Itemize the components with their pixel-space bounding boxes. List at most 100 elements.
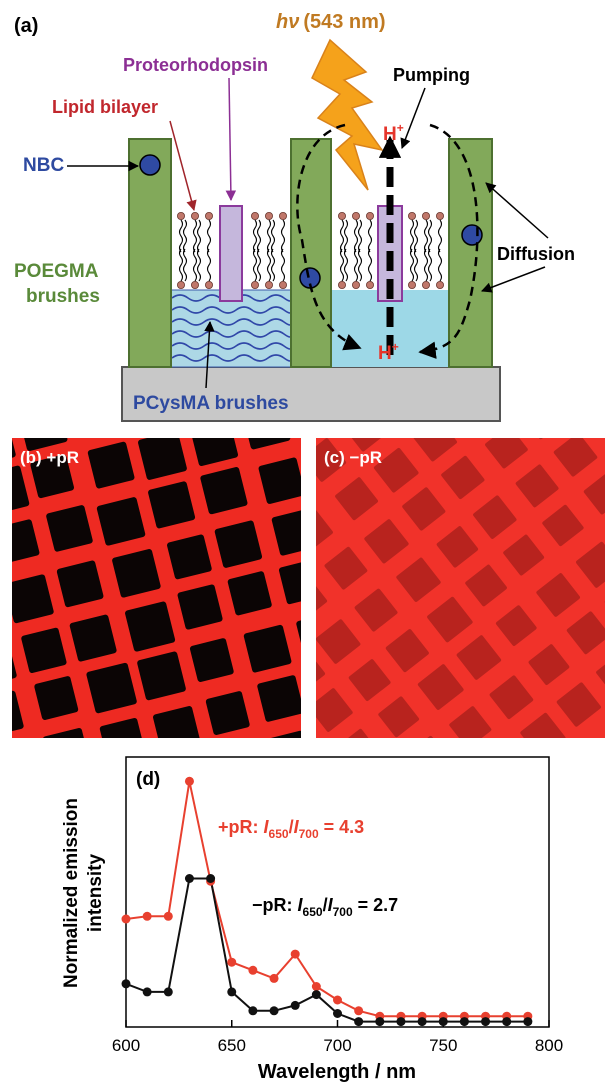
x-tick-label: 650 bbox=[218, 1036, 246, 1055]
data-point-minus-pr bbox=[184, 874, 194, 883]
y-axis-label-line2: intensity bbox=[85, 854, 106, 933]
y-axis-label-line1: Normalized emission bbox=[61, 798, 82, 988]
data-point-plus-pr bbox=[121, 914, 131, 924]
light-label: hν (543 nm) bbox=[276, 11, 386, 33]
emission-spectrum-chart: 600 650 700 750 800 (d) +pR: I650/I700 = 4.3… bbox=[61, 756, 563, 1083]
micrograph-plus-pr: (b) +pR bbox=[12, 438, 301, 738]
annotation-minus-pr: −pR: I650/I700 = 2.7 bbox=[252, 895, 398, 919]
nbc-label: NBC bbox=[23, 155, 64, 176]
lipid-bilayer-pointer bbox=[169, 120, 197, 212]
proteorhodopsin-pointer bbox=[225, 77, 237, 202]
x-tick-label: 800 bbox=[535, 1036, 563, 1055]
light-bolt-icon bbox=[311, 38, 384, 191]
grid-square bbox=[473, 495, 517, 539]
x-axis-label: Wavelength / nm bbox=[258, 1061, 416, 1083]
grid-square bbox=[316, 509, 333, 551]
data-point-minus-pr bbox=[333, 1009, 342, 1018]
data-point-plus-pr bbox=[163, 911, 173, 921]
grid-square bbox=[449, 706, 492, 738]
schematic-diagram: (a) PCysMA brushes bbox=[14, 11, 575, 422]
data-point-minus-pr bbox=[375, 1017, 385, 1027]
data-point-minus-pr bbox=[459, 1017, 469, 1027]
data-point-minus-pr bbox=[396, 1017, 406, 1027]
lipid-bilayer-right bbox=[337, 211, 444, 289]
grid-square bbox=[86, 662, 137, 714]
grid-square bbox=[417, 664, 464, 710]
panel-b-label: (b) +pR bbox=[20, 448, 80, 467]
grid-square bbox=[556, 682, 601, 727]
poegma-pillar-right bbox=[448, 138, 493, 368]
poegma-pillar-left bbox=[128, 138, 172, 368]
grid-square bbox=[34, 676, 79, 720]
grid-square bbox=[316, 619, 361, 664]
grid-square bbox=[257, 675, 301, 722]
data-point-minus-pr bbox=[206, 874, 216, 883]
grid-square bbox=[316, 578, 328, 620]
pcysma-brush-waves bbox=[171, 294, 293, 362]
grid-square bbox=[378, 696, 420, 738]
diffusion-pointer-lower bbox=[481, 266, 546, 293]
grid-square bbox=[385, 629, 429, 673]
micrograph-minus-pr-image bbox=[316, 438, 605, 738]
grid-square bbox=[99, 718, 146, 738]
pumping-label: Pumping bbox=[393, 65, 470, 85]
grid-square bbox=[205, 691, 250, 735]
data-point-plus-pr bbox=[311, 982, 321, 991]
grid-square bbox=[125, 601, 176, 652]
shaded-square-grid bbox=[316, 438, 605, 738]
data-point-minus-pr bbox=[142, 987, 152, 997]
grid-square bbox=[324, 546, 368, 590]
poegma-label-line2: brushes bbox=[26, 286, 100, 307]
data-point-plus-pr bbox=[227, 957, 237, 967]
grid-square bbox=[87, 441, 135, 489]
grid-square bbox=[520, 712, 566, 738]
data-point-minus-pr bbox=[438, 1017, 448, 1027]
diffusion-loop-left bbox=[296, 123, 362, 351]
data-point-plus-pr bbox=[184, 776, 194, 786]
grid-square bbox=[278, 559, 301, 605]
panel-a-label: (a) bbox=[14, 15, 38, 37]
nbc-dot-left bbox=[139, 154, 161, 176]
pcysma-label: PCysMA brushes bbox=[133, 393, 289, 414]
grid-square bbox=[364, 519, 409, 564]
grid-square bbox=[495, 605, 537, 646]
proteorhodopsin-label: Proteorhodopsin bbox=[123, 55, 268, 75]
grid-square bbox=[402, 487, 446, 531]
lipid-bilayer-left bbox=[176, 211, 287, 289]
grid-square bbox=[214, 520, 263, 568]
data-point-plus-pr bbox=[269, 973, 279, 983]
panel-d-label: (d) bbox=[136, 769, 160, 790]
data-point-minus-pr bbox=[121, 979, 131, 989]
grid-square bbox=[137, 651, 186, 701]
diffusion-label: Diffusion bbox=[497, 244, 575, 264]
grid-square bbox=[316, 438, 347, 482]
grid-square bbox=[12, 465, 30, 516]
grid-square bbox=[354, 588, 398, 632]
data-point-minus-pr bbox=[163, 987, 173, 997]
grid-square bbox=[542, 504, 584, 547]
grid-square bbox=[489, 675, 534, 720]
grid-square bbox=[553, 438, 598, 477]
pcysma-brush-region bbox=[170, 289, 294, 368]
micrograph-plus-pr-image bbox=[12, 438, 301, 738]
grid-square bbox=[69, 614, 117, 662]
x-tick-label: 750 bbox=[429, 1036, 457, 1055]
grid-square bbox=[12, 574, 54, 624]
grid-square bbox=[566, 611, 605, 655]
grid-square bbox=[316, 688, 353, 732]
grid-square bbox=[227, 571, 272, 616]
grid-square bbox=[536, 573, 580, 617]
substrate bbox=[121, 366, 501, 422]
grid-square bbox=[456, 635, 502, 680]
grid-square bbox=[576, 541, 605, 588]
data-point-minus-pr bbox=[248, 1006, 258, 1016]
grid-square bbox=[12, 690, 24, 737]
grid-square bbox=[373, 448, 419, 493]
grid-square bbox=[46, 505, 93, 552]
grid-square bbox=[190, 438, 239, 467]
grid-square bbox=[583, 473, 605, 515]
x-tick-label: 700 bbox=[323, 1036, 351, 1055]
grid-square bbox=[153, 706, 201, 738]
grid-square bbox=[18, 438, 68, 451]
micrograph-minus-pr: (c) −pR bbox=[316, 438, 605, 738]
